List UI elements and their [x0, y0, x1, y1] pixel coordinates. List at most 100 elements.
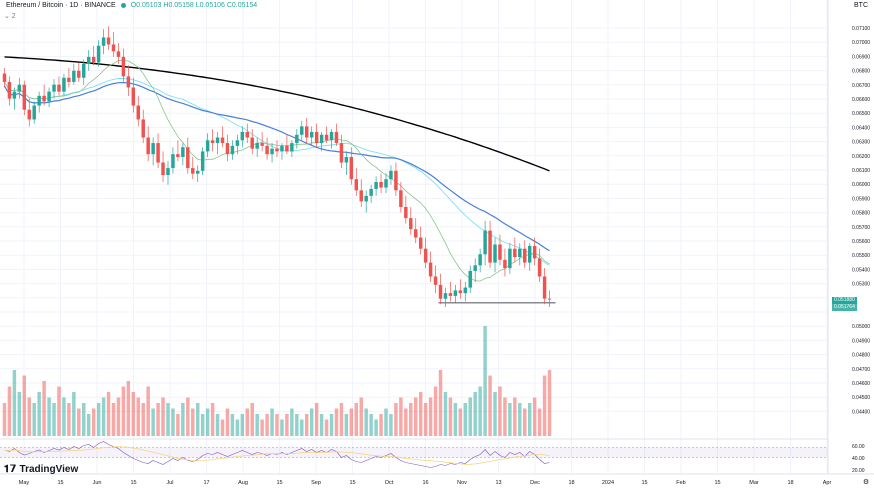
volume-bar — [205, 408, 210, 436]
candle-body — [349, 156, 354, 180]
volume-bar — [22, 375, 27, 436]
price-tick-label: 0.05800 — [852, 211, 870, 217]
volume-bar — [394, 403, 398, 436]
volume-bar — [151, 408, 155, 436]
symbol-header[interactable]: Ethereum / Bitcoin · 1D · BINANCE O0.051… — [6, 2, 257, 9]
price-tick-label: 0.05500 — [852, 253, 870, 259]
candle-body — [339, 143, 344, 163]
time-axis[interactable]: May 15 Jun 15 Jul 17 Aug 15 Sep 15 Oct 16 Nov 13 Dec 18… — [0, 473, 874, 486]
price-axis[interactable]: 0.07100 0.07000 0.06900 0.06800 0.06700 0.066… — [827, 0, 870, 474]
candle-body — [245, 131, 250, 138]
candle-body — [7, 81, 12, 99]
currency-label[interactable]: BTC — [854, 2, 868, 9]
rsi-ma-line — [4, 446, 550, 465]
candle-body — [12, 91, 17, 99]
candle-body — [319, 134, 324, 144]
candle-body — [101, 37, 106, 46]
candle-body — [260, 143, 264, 146]
candle-body — [478, 254, 482, 266]
candle-body — [47, 91, 51, 102]
volume-bar — [42, 381, 46, 436]
candle-body — [42, 95, 46, 102]
volume-bar — [91, 408, 96, 436]
candle-body — [537, 258, 542, 277]
volume-bar — [349, 408, 354, 436]
candle-body — [498, 244, 502, 260]
grid — [0, 0, 828, 474]
candle-body — [468, 270, 472, 288]
volume-bar — [240, 414, 245, 436]
price-tick-label: 0.06800 — [852, 69, 870, 75]
volume-bar — [438, 370, 443, 436]
volume-bar — [270, 408, 274, 436]
settings-gear-icon[interactable]: ⚙ — [863, 478, 869, 486]
price-tick-label: 0.04500 — [852, 395, 870, 401]
candle-body — [374, 181, 378, 189]
price-tick-label: 0.06900 — [852, 54, 870, 60]
volume-bar — [364, 408, 368, 436]
tradingview-logo[interactable]: 𝟏𝟳 TradingView — [4, 464, 78, 475]
candle-body — [324, 134, 329, 141]
volume-bar — [131, 392, 136, 436]
price-tick-label: 0.07100 — [852, 26, 870, 32]
volume-bar — [220, 419, 225, 436]
price-tick-label: 0.07000 — [852, 40, 870, 46]
candle-body — [399, 190, 403, 207]
candle-body — [414, 229, 418, 238]
candle-body — [508, 248, 512, 269]
last-price-tag: 0.051880 — [832, 297, 857, 304]
time-tick-label: 13 — [495, 480, 501, 486]
candle-body — [205, 140, 210, 152]
candle-body — [473, 265, 477, 271]
volume-bar — [27, 397, 31, 436]
indicator-toggle[interactable]: ⌄ 2 — [4, 13, 16, 20]
volume-bar — [17, 392, 22, 436]
volume-bar — [72, 392, 76, 436]
price-tick-label: 0.05400 — [852, 267, 870, 273]
volume-bar — [503, 397, 507, 436]
candle-body — [136, 105, 140, 120]
candle-body — [329, 131, 334, 141]
time-tick-label: Jun — [93, 480, 102, 486]
candle-body — [483, 230, 487, 255]
volume-bar — [409, 403, 413, 436]
volume-bar — [359, 397, 363, 436]
volume-bar — [101, 397, 106, 436]
candle-body — [235, 140, 240, 146]
time-tick-label: 15 — [641, 480, 647, 486]
volume-bar — [171, 408, 175, 436]
volume-bar — [195, 403, 200, 436]
volume-bar — [260, 419, 264, 436]
volume-bar — [468, 397, 472, 436]
ma-blue-line — [3, 81, 550, 252]
candle-body — [394, 170, 398, 191]
volume-bar — [186, 397, 190, 436]
candle-body — [433, 276, 438, 285]
volume-bar — [418, 392, 423, 436]
volume-bar — [77, 408, 81, 436]
price-tick-label: 0.06600 — [852, 97, 870, 103]
time-tick-label: 15 — [57, 480, 63, 486]
time-tick-label: 2024 — [602, 480, 614, 486]
candle-body — [52, 84, 56, 92]
price-tick-label: 0.06700 — [852, 83, 870, 89]
symbol-title[interactable]: Ethereum / Bitcoin · 1D · BINANCE — [6, 2, 116, 9]
volume-bar — [448, 397, 453, 436]
volume-bar — [176, 414, 180, 436]
candle-body — [423, 248, 428, 263]
volume-bar — [62, 397, 66, 436]
candle-body — [200, 151, 205, 171]
candle-body — [270, 148, 274, 155]
volume-bar — [255, 414, 259, 436]
price-tick-label: 0.06000 — [852, 182, 870, 188]
volume-bar — [300, 419, 304, 436]
rsi-band — [0, 447, 828, 458]
candle-body — [443, 293, 448, 299]
candle-body — [542, 276, 547, 299]
candle-body — [379, 181, 383, 188]
volume-bar — [146, 386, 150, 436]
price-tick-label: 0.04700 — [852, 367, 870, 373]
candle-body — [176, 154, 180, 157]
volume-bar — [32, 403, 36, 436]
